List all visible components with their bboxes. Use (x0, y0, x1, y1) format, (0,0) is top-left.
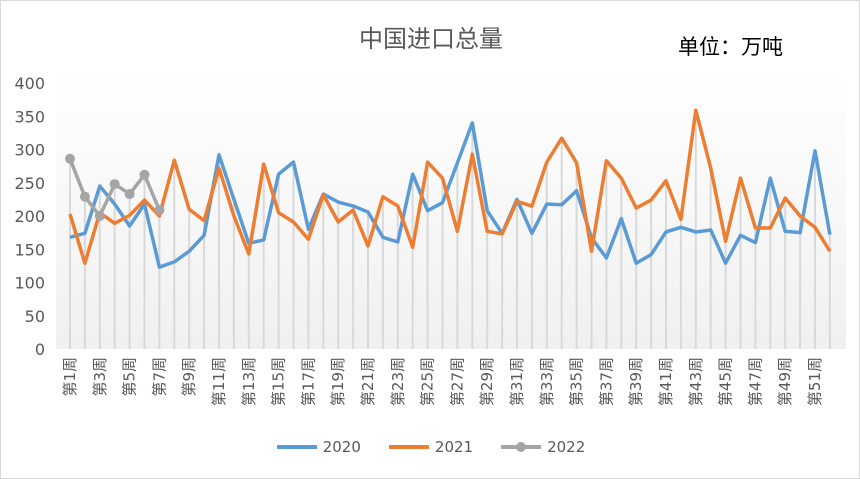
x-tick-label: 第7周 (150, 357, 168, 397)
y-tick-label: 200 (14, 207, 45, 226)
legend-swatch (276, 445, 317, 449)
legend-swatch (501, 442, 542, 452)
x-tick-label: 第23周 (389, 357, 407, 406)
y-tick-label: 50 (25, 307, 45, 326)
y-tick-label: 100 (14, 274, 45, 293)
data-point-2022 (79, 191, 90, 202)
y-tick-label: 0 (35, 340, 45, 359)
x-tick-label: 第5周 (121, 357, 139, 397)
y-tick-label: 150 (14, 240, 45, 259)
legend-item-2022: 2022 (501, 438, 585, 456)
x-tick-label: 第21周 (359, 357, 377, 406)
x-tick-label: 第39周 (627, 357, 645, 406)
legend-label: 2020 (322, 438, 361, 456)
x-tick-label: 第33周 (538, 357, 556, 406)
x-tick-label: 第37周 (597, 357, 615, 406)
legend-marker (516, 442, 527, 452)
legend-item-2020: 2020 (276, 438, 361, 456)
data-point-2022 (65, 153, 75, 164)
x-tick-label: 第15周 (270, 357, 288, 406)
x-tick-label: 第17周 (299, 357, 317, 406)
x-tick-label: 第31周 (508, 357, 526, 406)
x-tick-label: 第35周 (568, 357, 586, 406)
x-tick-label: 第13周 (240, 357, 258, 406)
series-line-2020 (69, 121, 832, 269)
unit-label: 单位：万吨 (678, 35, 783, 59)
legend-swatch (388, 445, 429, 449)
legend: 2020 2021 2022 (1, 438, 859, 456)
x-tick-label: 第51周 (806, 357, 824, 406)
x-tick-label: 第45周 (717, 357, 735, 406)
chart-title: 中国进口总量 (359, 25, 503, 53)
x-tick-label: 第49周 (776, 357, 794, 406)
x-tick-label: 第9周 (180, 357, 198, 397)
x-tick-label: 第47周 (746, 357, 764, 406)
x-tick-label: 第41周 (657, 357, 675, 406)
legend-label: 2022 (547, 438, 586, 456)
y-tick-label: 250 (14, 174, 45, 193)
data-point-2022 (139, 169, 150, 180)
legend-label: 2021 (434, 438, 474, 456)
x-tick-label: 第25周 (419, 357, 437, 406)
x-tick-label: 第1周 (61, 357, 79, 397)
data-point-2022 (94, 211, 105, 221)
x-tick-label: 第29周 (478, 357, 496, 406)
y-tick-label: 300 (14, 141, 45, 160)
y-tick-label: 400 (14, 74, 45, 93)
data-point-2022 (154, 205, 165, 216)
y-tick-label: 350 (14, 107, 45, 126)
x-tick-label: 第27周 (448, 357, 466, 406)
data-point-2022 (124, 189, 135, 200)
legend-item-2021: 2021 (388, 438, 474, 456)
x-tick-label: 第3周 (91, 357, 109, 397)
data-point-2022 (109, 179, 120, 190)
x-tick-label: 第43周 (687, 357, 705, 406)
x-tick-label: 第19周 (329, 357, 347, 406)
x-tick-label: 第11周 (210, 357, 228, 406)
series-line-2021 (68, 108, 832, 265)
